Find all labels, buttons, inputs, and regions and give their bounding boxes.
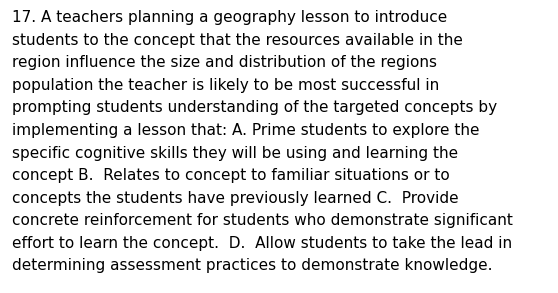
Text: implementing a lesson that: A. Prime students to explore the: implementing a lesson that: A. Prime stu… xyxy=(12,123,480,138)
Text: effort to learn the concept.  D.  Allow students to take the lead in: effort to learn the concept. D. Allow st… xyxy=(12,236,512,251)
Text: population the teacher is likely to be most successful in: population the teacher is likely to be m… xyxy=(12,78,440,93)
Text: concepts the students have previously learned C.  Provide: concepts the students have previously le… xyxy=(12,191,459,206)
Text: specific cognitive skills they will be using and learning the: specific cognitive skills they will be u… xyxy=(12,146,459,161)
Text: region influence the size and distribution of the regions: region influence the size and distributi… xyxy=(12,55,437,70)
Text: determining assessment practices to demonstrate knowledge.: determining assessment practices to demo… xyxy=(12,258,493,273)
Text: students to the concept that the resources available in the: students to the concept that the resourc… xyxy=(12,33,463,48)
Text: prompting students understanding of the targeted concepts by: prompting students understanding of the … xyxy=(12,100,497,115)
Text: concept B.  Relates to concept to familiar situations or to: concept B. Relates to concept to familia… xyxy=(12,168,450,183)
Text: concrete reinforcement for students who demonstrate significant: concrete reinforcement for students who … xyxy=(12,213,513,228)
Text: 17. A teachers planning a geography lesson to introduce: 17. A teachers planning a geography less… xyxy=(12,10,448,25)
